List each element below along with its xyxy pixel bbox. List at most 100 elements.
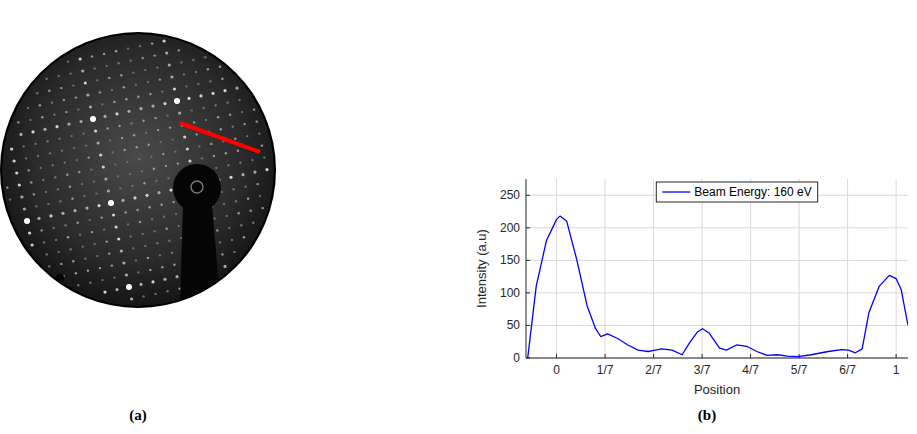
tick-mark [847,354,848,358]
leed-spot [160,141,162,143]
leed-spot [51,102,53,104]
leed-spot [89,105,92,108]
leed-spot [124,211,126,213]
leed-spot [231,239,233,241]
leed-spot [87,270,89,272]
leed-spot [147,257,149,259]
leed-spot [161,90,163,92]
leed-spot [197,83,199,85]
leed-spot [263,156,265,158]
leed-spot [49,152,51,154]
leed-spot [198,145,200,147]
leed-spot [130,122,132,124]
y-axis [526,179,527,358]
leed-spot [135,259,137,261]
tick-mark [896,354,897,358]
leed-spot [55,125,58,128]
leed-spot [28,169,30,171]
leed-spot [187,97,190,100]
leed-spot [85,207,88,210]
leed-spot [20,195,23,198]
legend: Beam Energy: 160 eV [656,182,817,202]
leed-spot [142,57,144,59]
tick-mark [526,260,530,261]
leed-spot [88,219,90,221]
leed-spot [241,173,244,176]
leed-spot [139,221,141,223]
leed-spot [235,87,238,90]
leed-spot [30,181,32,183]
leed-spot [18,183,21,186]
leed-spot [246,135,248,137]
grid-line [526,260,908,261]
leed-spot [137,271,139,273]
leed-spot [90,168,92,170]
leed-rim [0,32,276,308]
leed-spot [151,280,154,283]
leed-spot [173,87,176,90]
leed-spot [115,225,118,228]
leed-spot [154,54,156,56]
leed-spot [199,94,202,97]
leed-spot [114,163,116,165]
leed-spot [149,93,151,95]
leed-spot [54,176,56,178]
leed-spot [93,180,95,182]
leed-spot [37,155,39,157]
leed-spot [57,188,59,190]
leed-spot [202,107,204,109]
leed-spot [121,199,124,202]
leed-spot [79,57,82,60]
leed-spot [63,99,65,101]
leed-spot [70,248,72,250]
leed-spot [115,112,118,115]
leed-spot [232,126,234,128]
leed-spot [125,273,128,276]
grid-line [750,179,751,358]
leed-spot [150,156,152,158]
leed-spot [223,203,225,205]
grid-line [847,179,848,358]
leed-spot [156,66,158,68]
profile-line [180,123,260,152]
tick-mark [653,354,654,358]
leed-spot [151,105,154,108]
leed-spot [106,65,108,67]
leed-spot [117,237,120,240]
leed-spot [142,295,144,297]
leed-spot [130,235,132,237]
leed-spot [144,245,146,247]
leed-spot [71,198,73,200]
leed-spot [61,150,63,152]
leed-spot [240,224,242,226]
leed-spot [159,254,161,256]
grid-line [526,358,908,359]
leed-spot [252,222,254,224]
leed-spot [94,67,96,69]
leed-spot [261,144,263,146]
leed-spot [34,143,36,145]
grid-line [526,227,908,228]
leed-spot [66,174,68,176]
leed-spot [131,185,133,187]
leed-spot [223,89,226,92]
legend-label: Beam Energy: 160 eV [694,185,811,199]
grid-line [653,179,654,358]
leed-spot [186,147,189,150]
leed-spot [172,138,174,140]
grid-line [526,325,908,326]
leed-spot [226,215,228,217]
leed-screen [2,34,274,306]
leed-spot [78,171,80,173]
leed-spot [163,278,166,281]
leed-spot [101,279,103,281]
tick-label: 100 [500,286,520,300]
leed-spot [175,275,178,278]
tick-label: 3/7 [694,363,711,377]
leed-spot [241,111,243,113]
leed-spot [262,207,264,209]
axes: 05010015020025001/72/73/74/75/76/71 [500,179,908,377]
leed-spot [30,243,33,246]
leed-spot [60,263,62,265]
leed-spot [213,155,215,157]
